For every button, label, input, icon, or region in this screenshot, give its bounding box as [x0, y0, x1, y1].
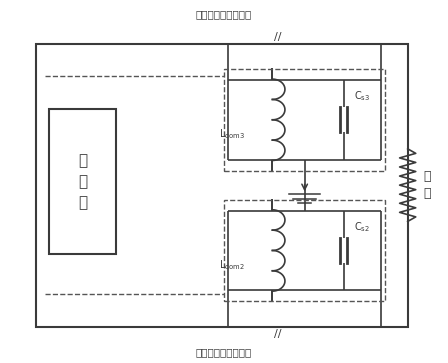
Text: $\mathrm{L_{com3}}$: $\mathrm{L_{com3}}$ [219, 127, 245, 141]
Text: 电
流
源: 电 流 源 [78, 153, 87, 210]
Bar [224, 69, 385, 171]
Bar [49, 109, 116, 254]
Text: 负
载: 负 载 [424, 170, 431, 200]
Text: 电流源负极输出通道: 电流源负极输出通道 [196, 347, 252, 357]
Bar [36, 44, 408, 327]
Text: 电流源正极输出通道: 电流源正极输出通道 [196, 9, 252, 20]
Text: //: // [274, 32, 281, 42]
Bar [224, 200, 385, 301]
Text: $\mathrm{C_{s3}}$: $\mathrm{C_{s3}}$ [354, 90, 370, 103]
Text: $\mathrm{L_{com2}}$: $\mathrm{L_{com2}}$ [219, 258, 244, 272]
Text: //: // [274, 329, 281, 339]
Text: $\mathrm{C_{s2}}$: $\mathrm{C_{s2}}$ [354, 220, 370, 234]
